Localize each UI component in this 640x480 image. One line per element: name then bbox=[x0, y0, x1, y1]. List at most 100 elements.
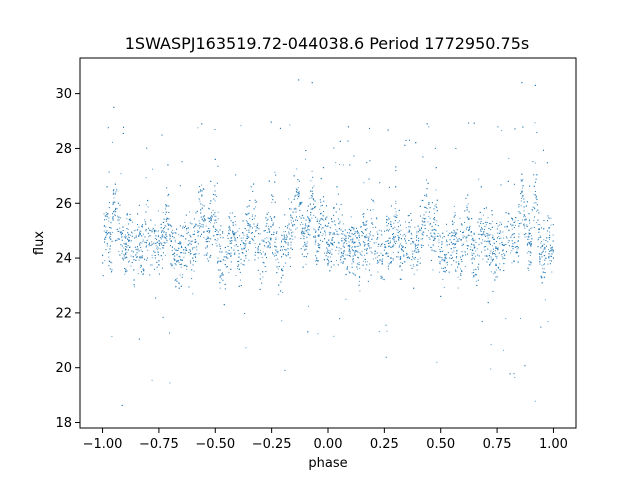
scatter-point bbox=[214, 190, 216, 192]
scatter-point bbox=[473, 122, 475, 124]
scatter-point bbox=[139, 242, 141, 244]
scatter-point bbox=[219, 251, 221, 253]
scatter-point bbox=[259, 233, 261, 235]
scatter-point bbox=[517, 247, 519, 249]
scatter-point bbox=[165, 204, 167, 206]
scatter-point bbox=[148, 236, 150, 238]
scatter-point bbox=[106, 216, 108, 218]
scatter-point bbox=[238, 260, 240, 262]
scatter-point bbox=[247, 236, 249, 238]
scatter-point bbox=[431, 225, 433, 227]
scatter-point bbox=[165, 218, 167, 220]
scatter-point bbox=[494, 243, 496, 245]
scatter-point bbox=[520, 205, 522, 207]
scatter-point bbox=[393, 239, 395, 241]
scatter-point bbox=[245, 255, 247, 257]
scatter-point bbox=[285, 237, 287, 239]
scatter-point bbox=[347, 245, 349, 247]
scatter-point bbox=[197, 235, 199, 237]
scatter-point bbox=[456, 252, 458, 254]
scatter-point bbox=[352, 259, 354, 261]
scatter-point bbox=[108, 217, 110, 219]
scatter-point bbox=[478, 255, 480, 257]
scatter-point bbox=[281, 240, 282, 242]
scatter-point bbox=[506, 237, 508, 239]
scatter-point bbox=[388, 245, 390, 247]
scatter-point bbox=[301, 253, 303, 255]
scatter-point bbox=[138, 250, 140, 252]
scatter-point bbox=[108, 256, 110, 258]
scatter-point bbox=[105, 226, 107, 228]
scatter-point bbox=[464, 235, 466, 237]
scatter-point bbox=[489, 256, 491, 258]
scatter-point bbox=[252, 190, 254, 192]
scatter-point bbox=[512, 248, 514, 250]
scatter-point bbox=[162, 244, 164, 246]
scatter-point bbox=[362, 214, 364, 216]
scatter-point bbox=[232, 230, 234, 232]
scatter-point bbox=[249, 224, 251, 226]
scatter-point bbox=[473, 269, 475, 271]
scatter-point bbox=[290, 244, 292, 246]
scatter-point bbox=[164, 225, 166, 227]
scatter-point bbox=[162, 247, 164, 249]
scatter-point bbox=[310, 214, 312, 216]
scatter-point bbox=[259, 249, 261, 251]
scatter-point bbox=[254, 199, 256, 201]
scatter-point bbox=[275, 232, 277, 234]
scatter-point bbox=[185, 264, 187, 266]
scatter-point bbox=[416, 235, 418, 237]
scatter-point bbox=[395, 243, 397, 245]
scatter-point bbox=[234, 238, 236, 240]
scatter-point bbox=[390, 257, 392, 259]
scatter-point bbox=[233, 235, 235, 237]
scatter-point bbox=[294, 236, 296, 238]
scatter-point bbox=[318, 234, 320, 236]
scatter-point bbox=[362, 232, 364, 234]
scatter-point bbox=[114, 183, 116, 185]
scatter-point bbox=[110, 234, 112, 236]
scatter-point bbox=[150, 230, 152, 232]
scatter-point bbox=[530, 243, 532, 245]
scatter-point bbox=[400, 256, 402, 258]
scatter-point bbox=[394, 208, 396, 210]
scatter-point bbox=[112, 193, 114, 195]
scatter-point bbox=[229, 242, 231, 244]
scatter-point bbox=[163, 245, 165, 247]
scatter-point bbox=[156, 238, 157, 240]
scatter-point bbox=[224, 247, 226, 249]
scatter-point bbox=[222, 274, 224, 276]
scatter-point bbox=[234, 239, 236, 241]
scatter-point bbox=[128, 239, 130, 241]
scatter-point bbox=[429, 224, 431, 226]
scatter-point bbox=[431, 249, 433, 251]
scatter-point bbox=[168, 205, 170, 207]
scatter-point bbox=[199, 224, 201, 226]
scatter-point bbox=[170, 240, 172, 242]
scatter-point bbox=[497, 248, 499, 250]
scatter-point bbox=[120, 233, 122, 235]
scatter-point bbox=[458, 262, 460, 265]
scatter-point bbox=[446, 239, 448, 241]
scatter-point bbox=[208, 207, 209, 209]
scatter-point bbox=[511, 240, 513, 242]
scatter-point bbox=[442, 278, 444, 280]
scatter-point bbox=[147, 249, 149, 251]
scatter-point bbox=[295, 207, 297, 209]
scatter-point bbox=[538, 253, 540, 255]
scatter-point bbox=[357, 251, 359, 253]
scatter-point bbox=[496, 232, 498, 234]
scatter-point bbox=[200, 235, 202, 237]
scatter-point bbox=[286, 234, 288, 236]
scatter-point bbox=[340, 256, 342, 258]
scatter-point bbox=[467, 203, 469, 205]
scatter-point bbox=[407, 253, 409, 255]
scatter-point bbox=[176, 277, 178, 279]
scatter-point bbox=[394, 220, 396, 222]
scatter-point bbox=[230, 252, 232, 254]
scatter-point bbox=[458, 261, 460, 263]
scatter-point bbox=[297, 194, 299, 196]
scatter-point bbox=[473, 232, 475, 234]
scatter-point bbox=[424, 206, 426, 208]
scatter-point bbox=[192, 257, 194, 259]
